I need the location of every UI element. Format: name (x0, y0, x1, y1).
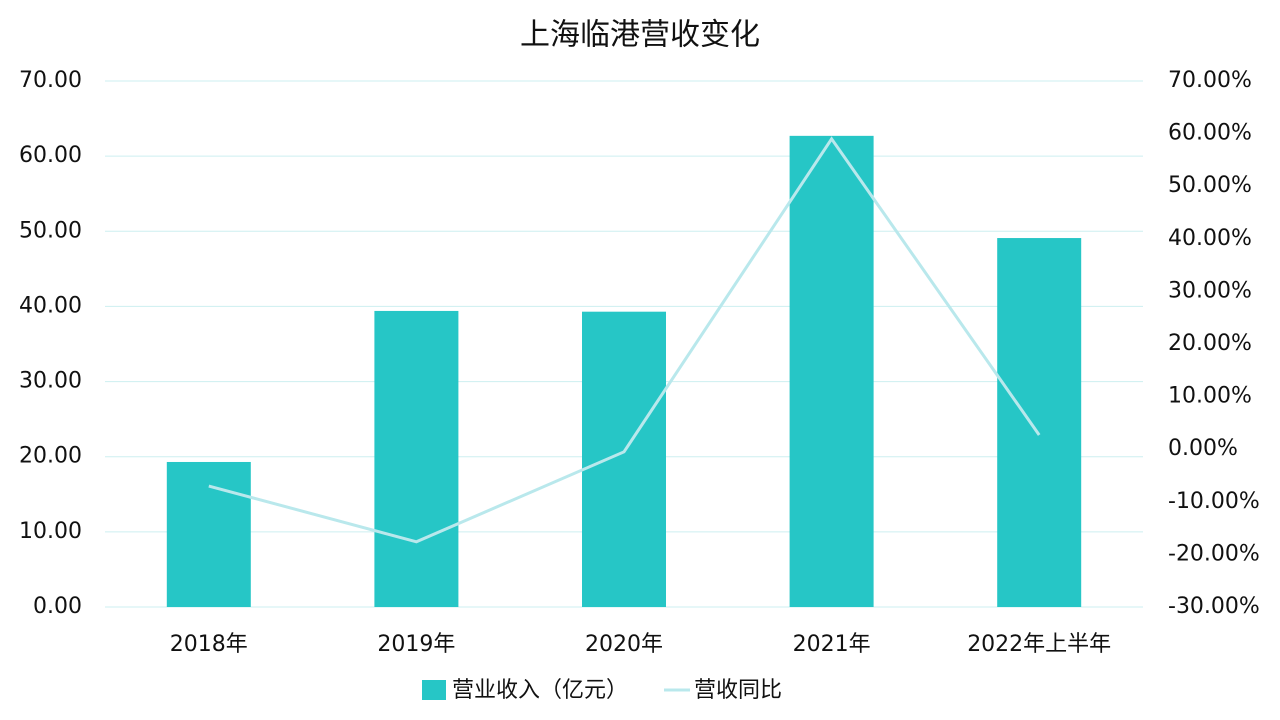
legend-label: 营业收入（亿元） (452, 678, 628, 703)
y-tick-label: 70.00 (19, 68, 82, 93)
y2-tick-label: 30.00% (1168, 278, 1252, 303)
y-tick-label: 0.00 (33, 594, 82, 619)
bar (789, 135, 874, 607)
y2-tick-label: 0.00% (1168, 436, 1238, 461)
y-tick-label: 50.00 (19, 218, 82, 243)
y2-tick-label: -30.00% (1168, 594, 1260, 619)
bar (582, 311, 666, 607)
bar (166, 461, 251, 607)
x-tick-label: 2022年上半年 (967, 632, 1111, 657)
bar (374, 310, 459, 607)
y2-tick-label: 20.00% (1168, 331, 1252, 356)
y2-tick-label: -20.00% (1168, 541, 1260, 566)
bar (997, 238, 1082, 607)
y-tick-label: 30.00 (19, 369, 82, 394)
chart-title: 上海临港营收变化 (520, 18, 760, 53)
y-tick-label: 10.00 (19, 519, 82, 544)
y-tick-label: 20.00 (19, 444, 82, 469)
y-tick-label: 60.00 (19, 143, 82, 168)
x-tick-label: 2018年 (170, 632, 248, 657)
x-tick-label: 2021年 (793, 632, 871, 657)
x-tick-label: 2019年 (377, 632, 455, 657)
legend-label: 营收同比 (694, 678, 782, 703)
y2-tick-label: -10.00% (1168, 489, 1260, 514)
x-tick-label: 2020年 (585, 632, 663, 657)
y2-tick-label: 40.00% (1168, 226, 1252, 251)
y-tick-label: 40.00 (19, 293, 82, 318)
legend-swatch (422, 680, 446, 700)
line (208, 136, 1041, 544)
y2-tick-label: 70.00% (1168, 68, 1252, 93)
y2-tick-label: 50.00% (1168, 173, 1252, 198)
y2-tick-label: 60.00% (1168, 121, 1252, 146)
y2-tick-label: 10.00% (1168, 384, 1252, 409)
